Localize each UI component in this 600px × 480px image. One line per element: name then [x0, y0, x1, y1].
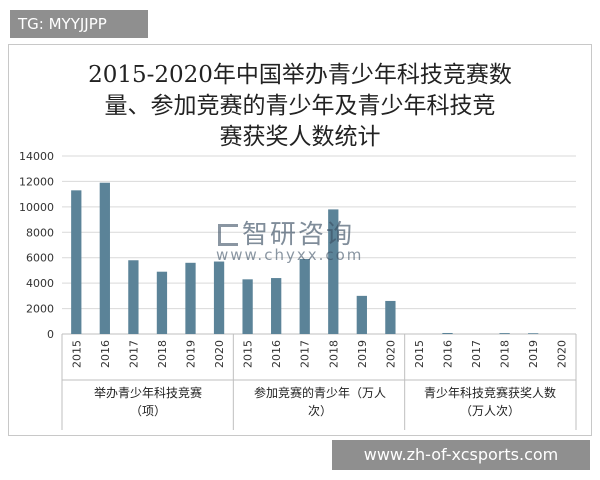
group-label-line: （万人次）: [459, 404, 520, 418]
x-tick-label: 2017: [470, 340, 483, 368]
x-tick-label: 2018: [156, 340, 169, 368]
y-tick-label: 12000: [19, 175, 54, 188]
bar: [185, 262, 196, 334]
bar: [271, 278, 282, 334]
title-line: 量、参加竞赛的青少年及青少年科技竞: [104, 93, 496, 119]
x-tick-label: 2015: [70, 340, 83, 368]
group-label: 青少年科技竞赛获奖人数 （万人次）: [404, 384, 576, 420]
y-tick-label: 10000: [19, 201, 54, 214]
y-tick-label: 6000: [26, 252, 54, 265]
brand-logo-icon: [218, 224, 238, 246]
bar: [528, 333, 539, 334]
x-tick-label: 2016: [270, 340, 283, 368]
group-label: 参加竞赛的青少年（万人 次）: [234, 384, 406, 420]
title-line: 2015-2020年中国举办青少年科技竞赛数: [88, 62, 512, 88]
bar: [71, 190, 82, 334]
group-label-line: （项）: [129, 404, 166, 418]
bar: [299, 258, 310, 334]
x-tick-label: 2019: [185, 340, 198, 368]
x-tick-label: 2020: [556, 340, 569, 368]
group-label: 举办青少年科技竞赛 （项）: [62, 384, 234, 420]
bar: [242, 279, 253, 334]
bar: [99, 182, 110, 334]
bar: [213, 261, 225, 334]
y-tick-label: 4000: [26, 277, 54, 290]
y-tick-label: 14000: [19, 150, 54, 163]
bar: [156, 271, 168, 334]
x-tick-label: 2017: [299, 340, 312, 368]
y-tick-label: 2000: [26, 303, 54, 316]
bar: [442, 332, 453, 334]
x-tick-label: 2015: [413, 340, 426, 368]
x-tick-label: 2017: [127, 340, 140, 368]
x-tick-label: 2018: [327, 340, 340, 368]
bar: [385, 300, 396, 334]
x-tick-label: 2016: [99, 340, 112, 368]
title-line: 赛获奖人数统计: [219, 124, 381, 150]
x-tick-label: 2016: [442, 340, 455, 368]
chart-frame: [8, 44, 592, 436]
chart-title: 2015-2020年中国举办青少年科技竞赛数 量、参加竞赛的青少年及青少年科技竞…: [40, 60, 560, 153]
x-tick-label: 2015: [242, 340, 255, 368]
group-label-line: 次）: [307, 404, 332, 418]
bar: [328, 209, 339, 334]
bar: [128, 260, 139, 334]
x-tick-label: 2018: [499, 340, 512, 368]
x-tick-label: 2019: [527, 340, 540, 368]
x-tick-label: 2019: [356, 340, 369, 368]
x-tick-label: 2020: [384, 340, 397, 368]
x-tick-label: 2020: [213, 340, 226, 368]
watermark-brand: 智研咨询: [218, 214, 354, 251]
group-label-line: 举办青少年科技竞赛: [93, 386, 202, 400]
y-tick-label: 0: [47, 328, 54, 341]
watermark-brand-text: 智研咨询: [242, 220, 355, 250]
group-label-line: 参加竞赛的青少年（万人: [253, 386, 386, 400]
bar: [356, 295, 367, 334]
group-label-line: 青少年科技竞赛获奖人数: [423, 386, 556, 400]
footer-url: www.zh-of-xcsports.com: [332, 440, 590, 470]
y-tick-label: 8000: [26, 226, 54, 239]
watermark-url: www.chyxx.com: [216, 246, 364, 264]
tag-label: TG: MYYJJPP: [10, 10, 148, 38]
bar: [499, 333, 510, 334]
